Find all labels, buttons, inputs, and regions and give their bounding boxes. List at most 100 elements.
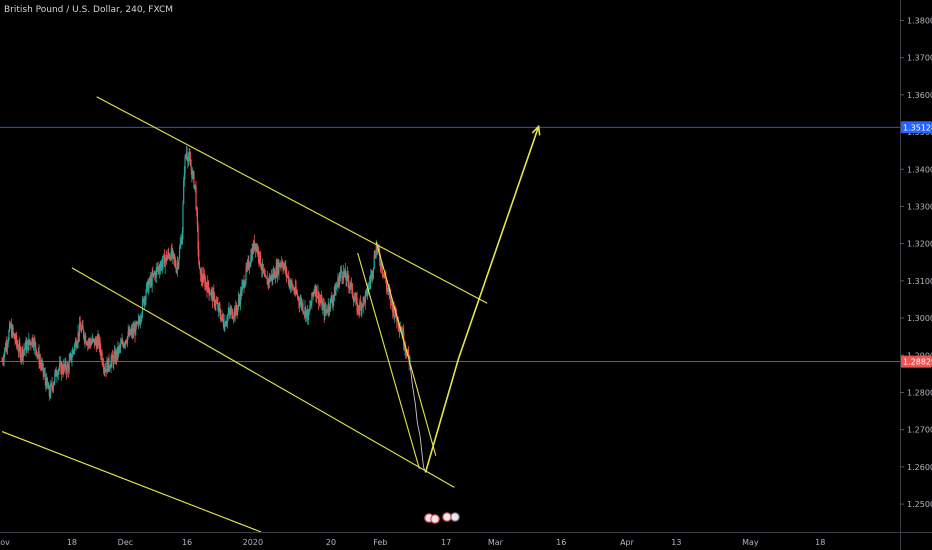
- time-tick-label: 16: [556, 538, 566, 547]
- candle-body: [190, 166, 192, 170]
- candle-body: [349, 285, 351, 287]
- candle-body: [13, 332, 15, 335]
- candle-body: [364, 294, 366, 304]
- candle-body: [178, 248, 181, 259]
- candle-body: [227, 313, 229, 316]
- candle-body: [154, 273, 156, 275]
- event-flag-icon[interactable]: [442, 512, 452, 522]
- candle-body: [236, 310, 238, 312]
- candle-body: [88, 339, 90, 343]
- candle-body: [28, 339, 30, 350]
- candle-body: [168, 254, 170, 259]
- candle-body: [19, 348, 22, 360]
- time-axis[interactable]: Nov18Dec16202020Feb17Mar16Apr13May18: [0, 538, 825, 547]
- candle-body: [205, 282, 207, 287]
- candle-body: [58, 368, 60, 371]
- event-flag-icon[interactable]: [450, 512, 460, 522]
- candle-body: [252, 247, 254, 253]
- candle-body: [285, 267, 287, 271]
- candle-body: [25, 342, 27, 352]
- candle-body: [179, 244, 181, 249]
- candle-body: [389, 292, 391, 295]
- candle-body: [57, 370, 59, 375]
- candle-body: [126, 342, 128, 344]
- candle-body: [53, 381, 55, 385]
- candle-body: [29, 342, 31, 343]
- candle-body: [182, 204, 184, 233]
- candle-body: [287, 275, 290, 284]
- candle-body: [146, 281, 148, 284]
- trend-line[interactable]: [1, 431, 262, 533]
- candle-body: [189, 154, 191, 160]
- candle-body: [382, 272, 384, 276]
- candle-body: [59, 362, 61, 364]
- candle-body: [85, 342, 87, 344]
- candle-body: [163, 254, 165, 257]
- candle-body: [361, 304, 363, 311]
- event-markers[interactable]: [424, 512, 460, 524]
- candle-body: [198, 260, 201, 269]
- candle-body: [343, 271, 345, 275]
- trend-line[interactable]: [375, 241, 437, 456]
- drawings-layer: [0, 96, 900, 533]
- candle-body: [113, 351, 116, 356]
- candle-body: [105, 368, 107, 372]
- projection-arrow[interactable]: [424, 126, 540, 473]
- candle-body: [17, 350, 20, 352]
- candle-body: [124, 340, 127, 345]
- candle-body: [239, 300, 241, 304]
- candle-body: [211, 290, 213, 292]
- candle-body: [306, 309, 308, 312]
- candle-body: [234, 309, 236, 317]
- candle-body: [43, 372, 45, 374]
- candle-body: [32, 337, 34, 344]
- candle-body: [337, 277, 339, 285]
- candle-body: [89, 339, 91, 343]
- candle-body: [83, 329, 85, 338]
- candle-body: [61, 365, 63, 372]
- candle-body: [358, 310, 360, 312]
- candle-body: [78, 331, 80, 337]
- candle-body: [280, 264, 282, 266]
- candle-body: [200, 268, 202, 281]
- candle-body: [30, 342, 32, 345]
- candle-body: [220, 315, 222, 321]
- candle-body: [268, 276, 270, 283]
- candle-body: [305, 311, 307, 318]
- candle-body: [64, 362, 66, 368]
- candle-body: [52, 386, 54, 390]
- projection-path[interactable]: [409, 362, 426, 473]
- trend-line[interactable]: [71, 267, 455, 488]
- candle-body: [364, 298, 366, 304]
- candle-body: [347, 275, 349, 282]
- candle-body: [107, 361, 109, 372]
- time-tick-label: 20: [326, 538, 336, 547]
- candle-body: [387, 288, 389, 291]
- candle-body: [328, 304, 330, 310]
- candle-body: [159, 266, 161, 272]
- candle-body: [359, 301, 361, 311]
- trend-line[interactable]: [357, 252, 420, 469]
- candle-body: [367, 290, 369, 295]
- time-tick-label: Mar: [488, 538, 504, 547]
- candle-body: [96, 342, 98, 349]
- event-flag-icon[interactable]: [430, 514, 440, 524]
- candle-body: [184, 157, 186, 174]
- candle-body: [281, 261, 283, 265]
- candle-body: [173, 254, 175, 260]
- candle-body: [206, 286, 208, 292]
- candle-body: [98, 339, 100, 346]
- candle-body: [359, 301, 362, 304]
- candle-body: [151, 273, 153, 286]
- candle-body: [327, 311, 329, 313]
- candle-body: [353, 298, 355, 302]
- candle-body: [398, 327, 401, 331]
- candle-body: [165, 255, 167, 260]
- candle-body: [170, 257, 172, 260]
- candle-body: [79, 322, 81, 327]
- candle-body: [407, 349, 410, 355]
- trend-line[interactable]: [96, 96, 488, 304]
- candle-body: [51, 383, 53, 387]
- candle-body: [108, 357, 110, 368]
